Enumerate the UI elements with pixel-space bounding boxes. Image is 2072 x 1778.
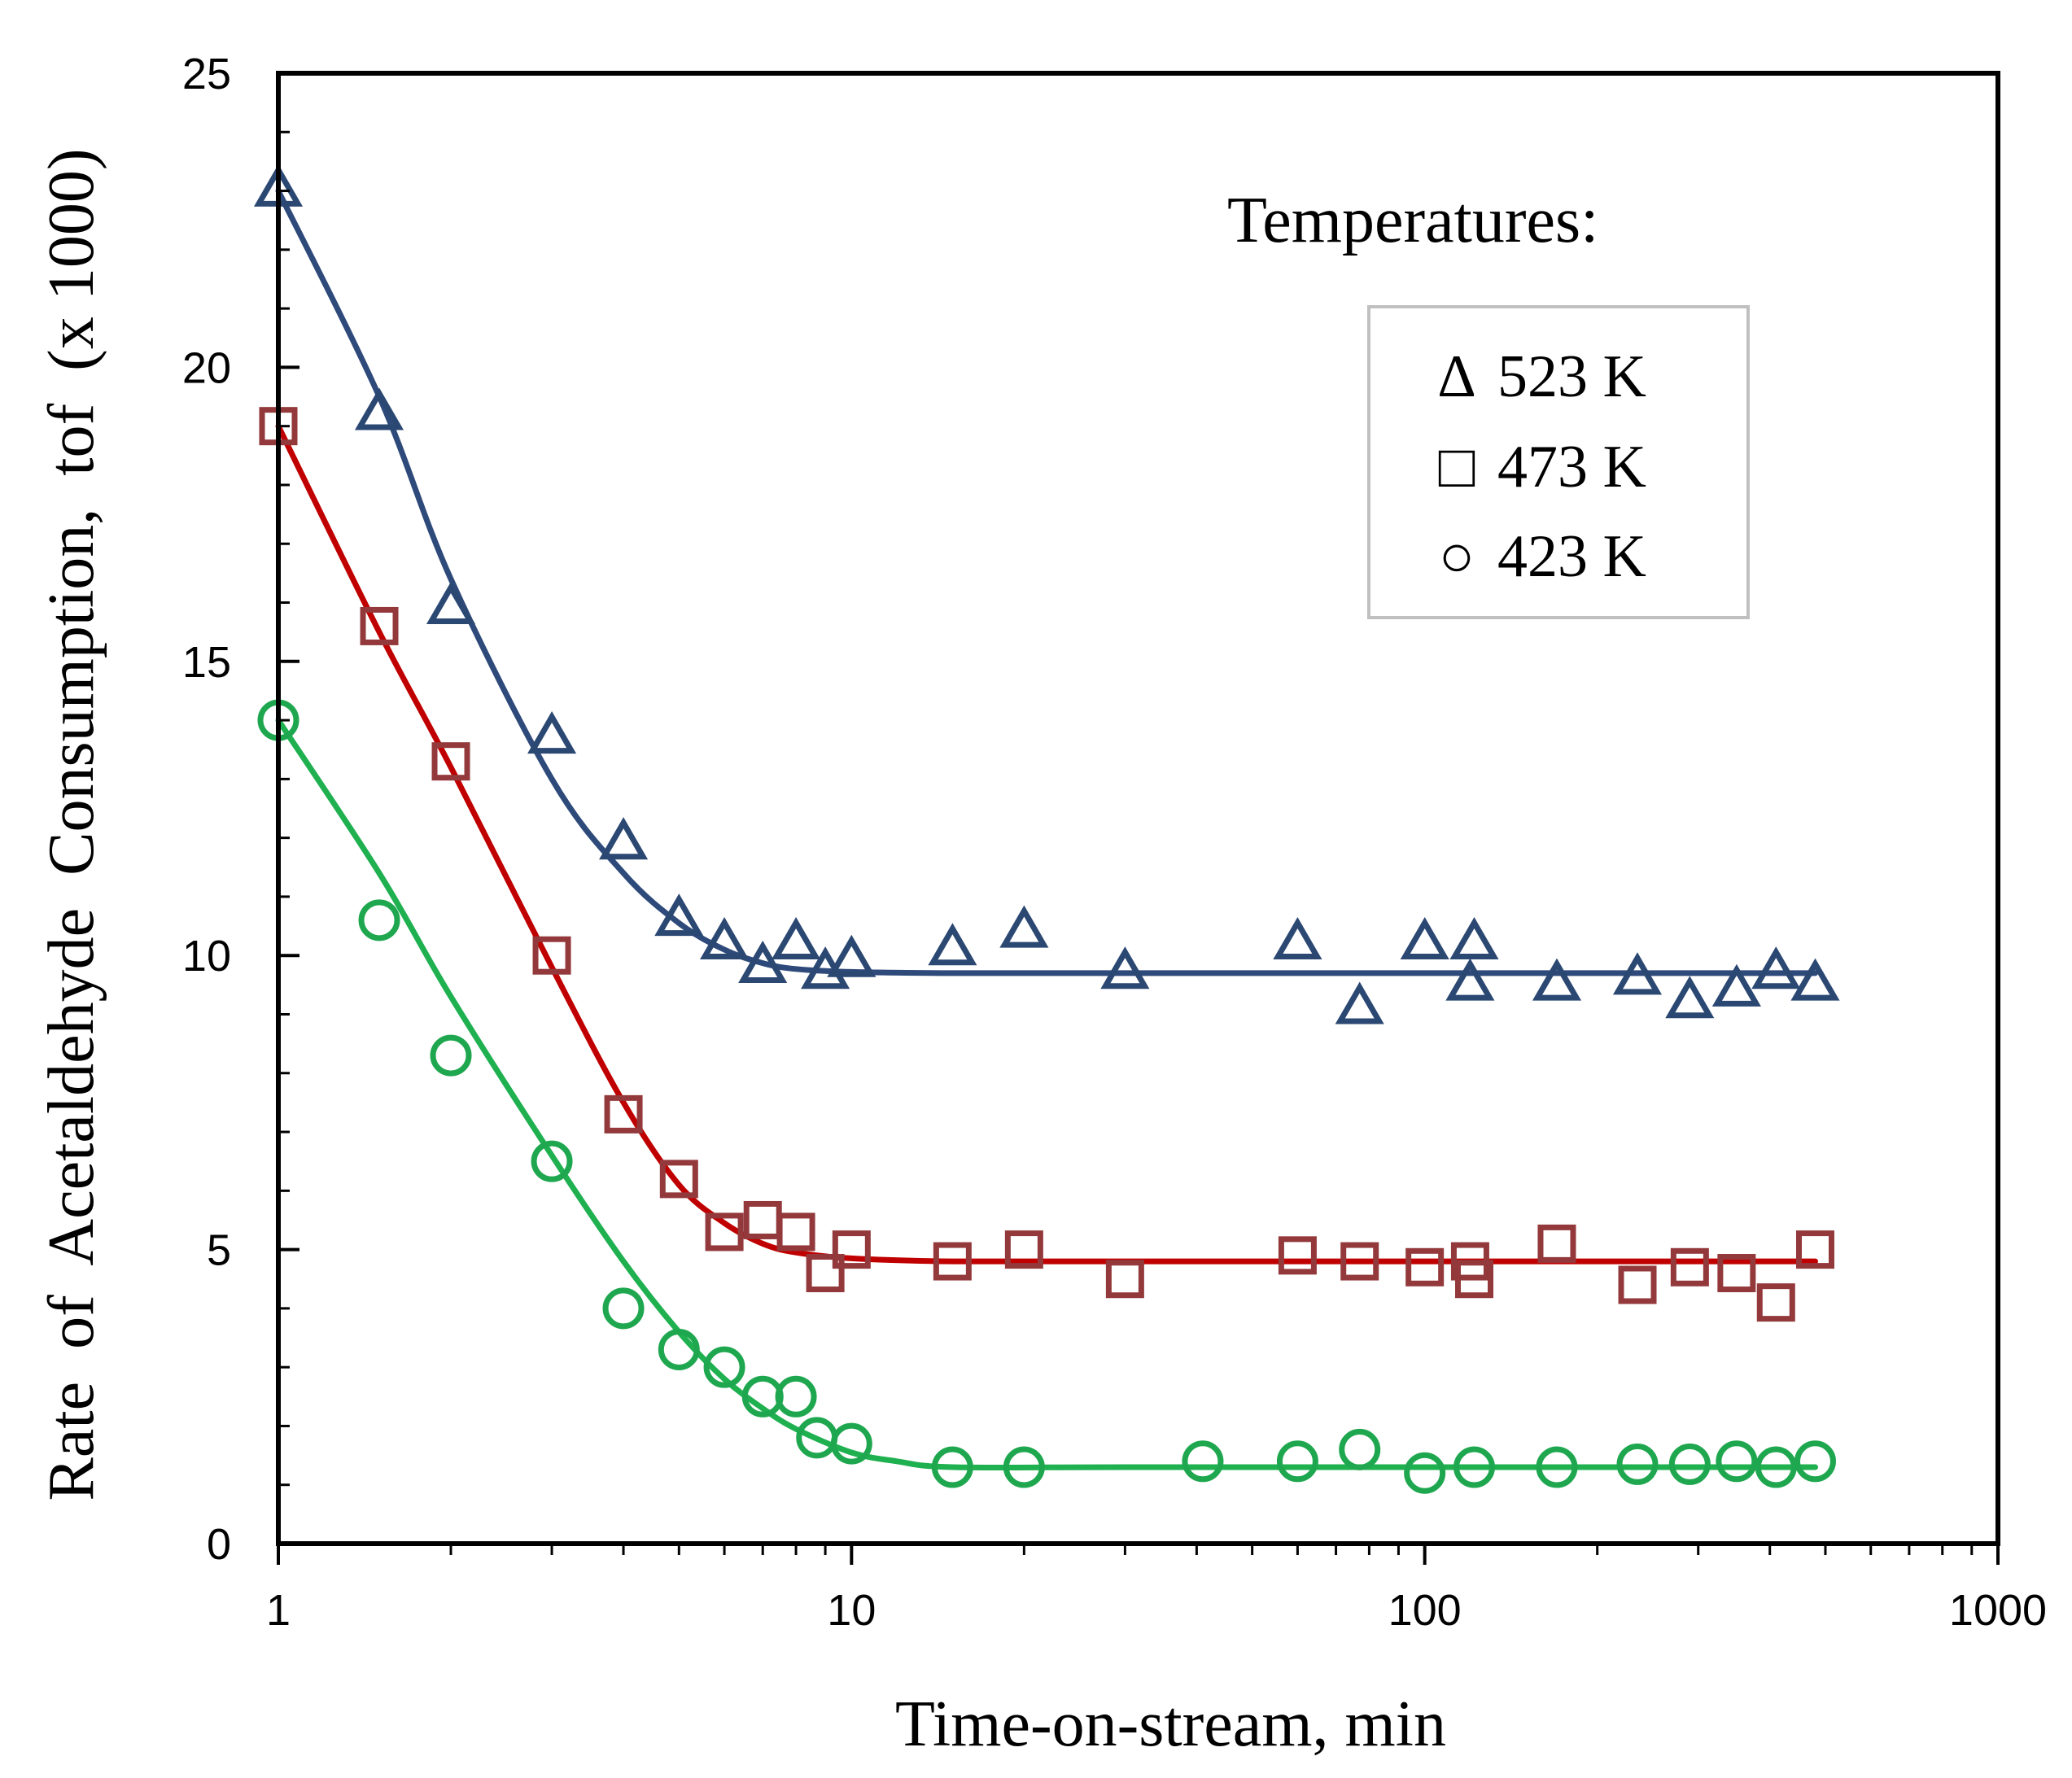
x-tick-label: 100 <box>1388 1586 1462 1635</box>
data-point-523k <box>1532 958 1582 1001</box>
data-point-473k <box>776 1212 815 1252</box>
legend-symbol: Δ <box>1437 343 1476 410</box>
legend-symbol: □ <box>1439 434 1475 500</box>
legend-label: 423 K <box>1497 523 1646 590</box>
data-point-473k <box>1537 1224 1576 1263</box>
y-tick-label: 0 <box>207 1520 231 1569</box>
data-point-523k <box>999 905 1049 948</box>
plot-frame <box>276 71 2000 1546</box>
data-point-473k <box>1405 1247 1445 1287</box>
data-point-523k <box>1400 917 1449 959</box>
data-point-423k <box>1276 1440 1318 1483</box>
data-point-473k <box>1618 1265 1657 1304</box>
data-point-473k <box>532 936 571 975</box>
data-point-473k <box>705 1212 744 1252</box>
legend-box <box>1367 305 1750 619</box>
x-axis-title: Time-on-stream, min <box>895 1688 1446 1760</box>
data-point-523k <box>354 387 404 430</box>
data-point-523k <box>1445 958 1495 1001</box>
y-axis-title: Rate of Acetaldehyde Consumption, tof (x… <box>36 149 107 1501</box>
data-point-523k <box>1790 958 1840 1001</box>
data-point-473k <box>659 1160 698 1199</box>
data-point-423k <box>1182 1440 1224 1483</box>
data-point-473k <box>1756 1283 1795 1322</box>
data-point-473k <box>1340 1242 1379 1281</box>
data-point-523k <box>928 923 977 966</box>
data-point-523k <box>527 710 577 754</box>
data-point-423k <box>775 1375 817 1418</box>
data-point-423k <box>1536 1446 1578 1488</box>
y-tick-label: 5 <box>207 1226 231 1275</box>
data-point-423k <box>1404 1452 1446 1494</box>
data-point-473k <box>1717 1254 1756 1293</box>
data-point-423k <box>1616 1443 1659 1485</box>
data-point-523k <box>738 940 788 983</box>
data-point-423k <box>1003 1446 1045 1488</box>
data-point-473k <box>604 1094 643 1134</box>
y-tick-label: 20 <box>182 343 231 392</box>
data-point-473k <box>1454 1260 1493 1299</box>
data-point-423k <box>531 1140 573 1182</box>
data-point-423k <box>1453 1446 1495 1488</box>
legend-title: Temperatures: <box>1227 185 1598 256</box>
data-point-423k <box>1668 1443 1711 1485</box>
x-tick-label: 10 <box>827 1586 876 1635</box>
data-point-523k <box>1335 981 1384 1024</box>
data-point-473k <box>1670 1247 1709 1287</box>
data-point-423k <box>602 1287 645 1330</box>
legend-symbol: ○ <box>1439 523 1475 590</box>
data-point-523k <box>426 582 476 624</box>
legend-label: 473 K <box>1497 434 1646 500</box>
data-point-473k <box>1795 1230 1834 1269</box>
data-point-423k <box>1716 1440 1758 1483</box>
data-point-423k <box>931 1446 973 1488</box>
data-point-523k <box>700 917 750 959</box>
data-point-523k <box>1449 917 1499 959</box>
data-point-523k <box>1751 946 1801 989</box>
data-point-523k <box>599 817 649 860</box>
data-point-423k <box>830 1422 872 1465</box>
y-tick-label: 10 <box>182 932 231 981</box>
legend-label: 523 K <box>1497 343 1646 410</box>
data-markers <box>253 164 1840 1494</box>
data-point-523k <box>1612 952 1663 995</box>
data-point-423k <box>703 1346 745 1388</box>
data-point-473k <box>431 742 470 781</box>
data-point-423k <box>1794 1440 1836 1483</box>
x-tick-label: 1 <box>266 1586 291 1635</box>
data-point-523k <box>772 917 821 959</box>
y-tick-label: 25 <box>182 50 231 98</box>
y-tick-label: 15 <box>182 638 231 687</box>
data-point-523k <box>1100 946 1150 989</box>
data-point-473k <box>832 1230 871 1269</box>
data-point-423k <box>1339 1428 1381 1470</box>
data-point-423k <box>358 899 400 941</box>
data-point-423k <box>1755 1446 1797 1488</box>
data-point-523k <box>1665 976 1715 1019</box>
data-point-473k <box>1004 1230 1043 1269</box>
x-tick-label: 1000 <box>1949 1586 2047 1635</box>
data-point-523k <box>827 934 876 977</box>
data-point-423k <box>658 1328 700 1370</box>
data-point-523k <box>1273 917 1322 959</box>
data-point-423k <box>430 1034 472 1077</box>
data-point-473k <box>806 1254 845 1293</box>
data-point-473k <box>1105 1260 1144 1299</box>
data-point-473k <box>1278 1236 1317 1275</box>
data-point-523k <box>1711 963 1761 1007</box>
legend-entries: Δ 523 K □ 473 K ○ 423 K <box>1437 343 1646 590</box>
data-point-473k <box>360 606 399 645</box>
data-point-523k <box>654 893 704 937</box>
data-point-473k <box>933 1242 972 1281</box>
axes: 0 5 10 15 20 25 1 10 100 1000 <box>182 50 2047 1635</box>
